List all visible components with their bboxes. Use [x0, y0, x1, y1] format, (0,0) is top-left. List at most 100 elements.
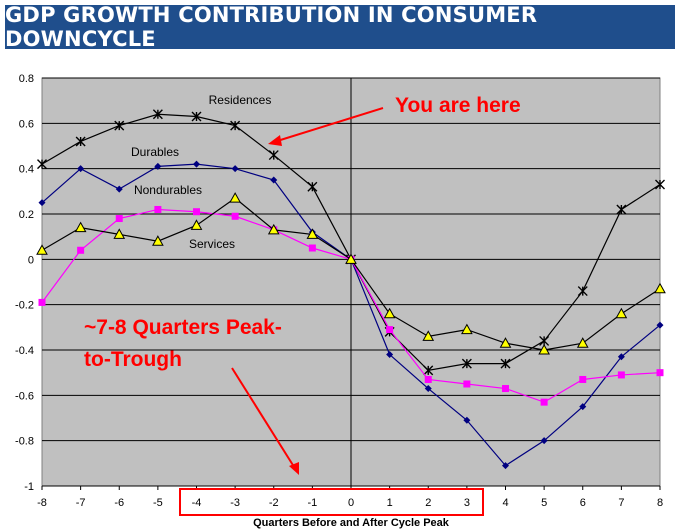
residences-point [37, 159, 47, 170]
y-tick-label: 0.8 [19, 73, 34, 85]
nondurables-point [308, 244, 316, 252]
nondurables-point [38, 298, 46, 306]
durables-point [270, 176, 278, 184]
services-point [576, 337, 589, 348]
x-tick-label: 8 [657, 497, 663, 509]
services-point [74, 221, 87, 233]
x-tick-label: -2 [269, 497, 279, 509]
x-tick-label: 3 [464, 497, 470, 509]
you-are-here-arrow [273, 107, 384, 143]
durables-point [656, 321, 664, 329]
x-tick-label: -7 [76, 497, 86, 509]
durables-point [463, 416, 471, 424]
services-point [345, 253, 357, 264]
x-tick-label: 4 [502, 497, 508, 509]
durables-point [579, 403, 587, 411]
nondurables-point [231, 212, 239, 220]
x-tick-label: 2 [425, 497, 431, 509]
durables-label: Durables [131, 145, 179, 159]
services-point [113, 228, 126, 239]
y-tick-label: -0.6 [15, 390, 34, 402]
nondurables-point [502, 385, 509, 393]
you-are-here-arrowhead [268, 135, 282, 146]
residences-point [114, 120, 125, 131]
nondurables-point [77, 246, 85, 254]
y-tick-label: -0.4 [15, 345, 34, 357]
services-point [152, 235, 164, 246]
nondurables-point [424, 375, 432, 383]
durables-point [424, 385, 432, 393]
x-tick-label: -1 [307, 497, 317, 509]
services-point [461, 323, 473, 335]
nondurables-point [386, 326, 394, 334]
residences-point [539, 335, 550, 346]
services-point [615, 307, 628, 319]
residences-point [461, 358, 472, 369]
residences-point [655, 179, 665, 190]
nondurables-point [540, 398, 548, 406]
services-point [499, 337, 512, 348]
nondurables-point [115, 215, 123, 223]
durables-point [154, 162, 162, 170]
durables-point [502, 462, 509, 470]
x-tick-label: 6 [580, 497, 586, 509]
x-tick-label: -8 [37, 497, 47, 509]
residences-label: Residences [209, 93, 272, 107]
y-tick-label: -0.8 [15, 436, 34, 448]
x-tick-label: -4 [192, 497, 202, 509]
highlight-quarters-box [179, 488, 484, 516]
peak-to-trough-line1: ~7-8 Quarters Peak- [84, 316, 282, 339]
residences-point [307, 181, 318, 192]
residences-point [230, 120, 241, 131]
x-tick-label: 0 [348, 497, 354, 509]
residences-point [191, 111, 202, 122]
y-tick-label: 0 [28, 254, 34, 266]
residences-point [423, 365, 434, 376]
residences-point [152, 109, 163, 120]
nondurables-point [154, 205, 162, 213]
nondurables-point [463, 380, 471, 388]
y-tick-label: 0.4 [19, 164, 34, 176]
x-axis-label: Quarters Before and After Cycle Peak [253, 517, 450, 529]
y-tick-label: 0.6 [19, 118, 34, 130]
y-tick-label: -1 [24, 481, 34, 493]
services-point [383, 307, 396, 319]
chart-title: GDP GROWTH CONTRIBUTION IN CONSUMER DOWN… [5, 3, 538, 51]
services-point [306, 228, 319, 239]
durables-point [38, 199, 46, 207]
residences-point [500, 358, 511, 369]
y-tick-label: 0.2 [19, 209, 34, 221]
services-point [267, 223, 280, 235]
nondurables-label: Nondurables [134, 183, 202, 197]
services-point [36, 244, 48, 255]
peak-to-trough-arrow [231, 367, 297, 471]
services-label: Services [189, 237, 235, 251]
x-tick-label: 5 [541, 497, 547, 509]
peak-to-trough-line2: to-Trough [84, 348, 182, 371]
nondurables-point [193, 208, 200, 216]
durables-point [77, 165, 85, 173]
y-tick-label: -0.2 [15, 300, 34, 312]
residences-point [268, 150, 279, 161]
residences-point [75, 136, 86, 147]
x-tick-label: 7 [618, 497, 624, 509]
x-tick-label: -6 [114, 497, 124, 509]
services-point [190, 219, 203, 230]
nondurables-point [579, 375, 587, 383]
x-tick-label: 1 [387, 497, 393, 509]
peak-to-trough-arrowhead [289, 462, 299, 475]
durables-point [617, 353, 625, 361]
durables-point [231, 165, 239, 173]
services-point [422, 330, 435, 341]
services-point [229, 192, 241, 203]
residences-point [616, 204, 627, 215]
you-are-here-label: You are here [395, 94, 521, 117]
nondurables-point [656, 369, 664, 377]
nondurables-point [617, 371, 625, 379]
residences-point [577, 286, 588, 297]
durables-point [115, 185, 123, 193]
services-point [538, 343, 550, 355]
services-point [654, 282, 666, 294]
durables-point [540, 437, 548, 445]
